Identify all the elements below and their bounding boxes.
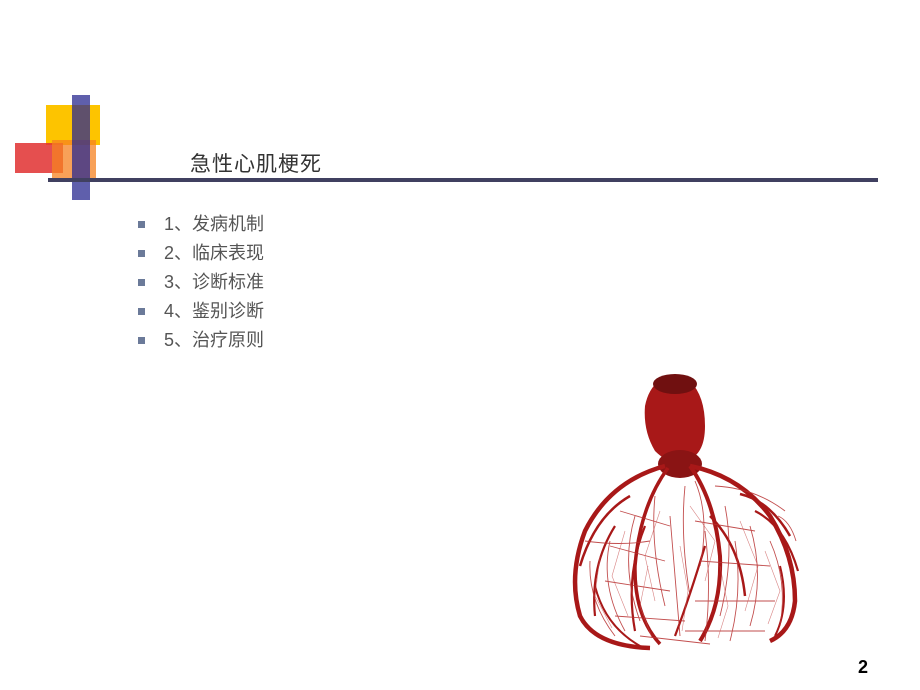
coronary-artery-figure <box>540 366 829 655</box>
list-item: 1、发病机制 <box>138 210 264 239</box>
list-item: 5、治疗原则 <box>138 326 264 355</box>
list-item: 2、临床表现 <box>138 239 264 268</box>
corner-decoration <box>10 95 120 205</box>
blue-bar <box>72 95 90 200</box>
page-number: 2 <box>858 657 868 678</box>
list-item: 3、诊断标准 <box>138 268 264 297</box>
title-underline <box>48 178 878 182</box>
slide-title: 急性心肌梗死 <box>190 148 322 178</box>
bullet-list: 1、发病机制 2、临床表现 3、诊断标准 4、鉴别诊断 5、治疗原则 <box>138 210 264 355</box>
list-item: 4、鉴别诊断 <box>138 297 264 326</box>
